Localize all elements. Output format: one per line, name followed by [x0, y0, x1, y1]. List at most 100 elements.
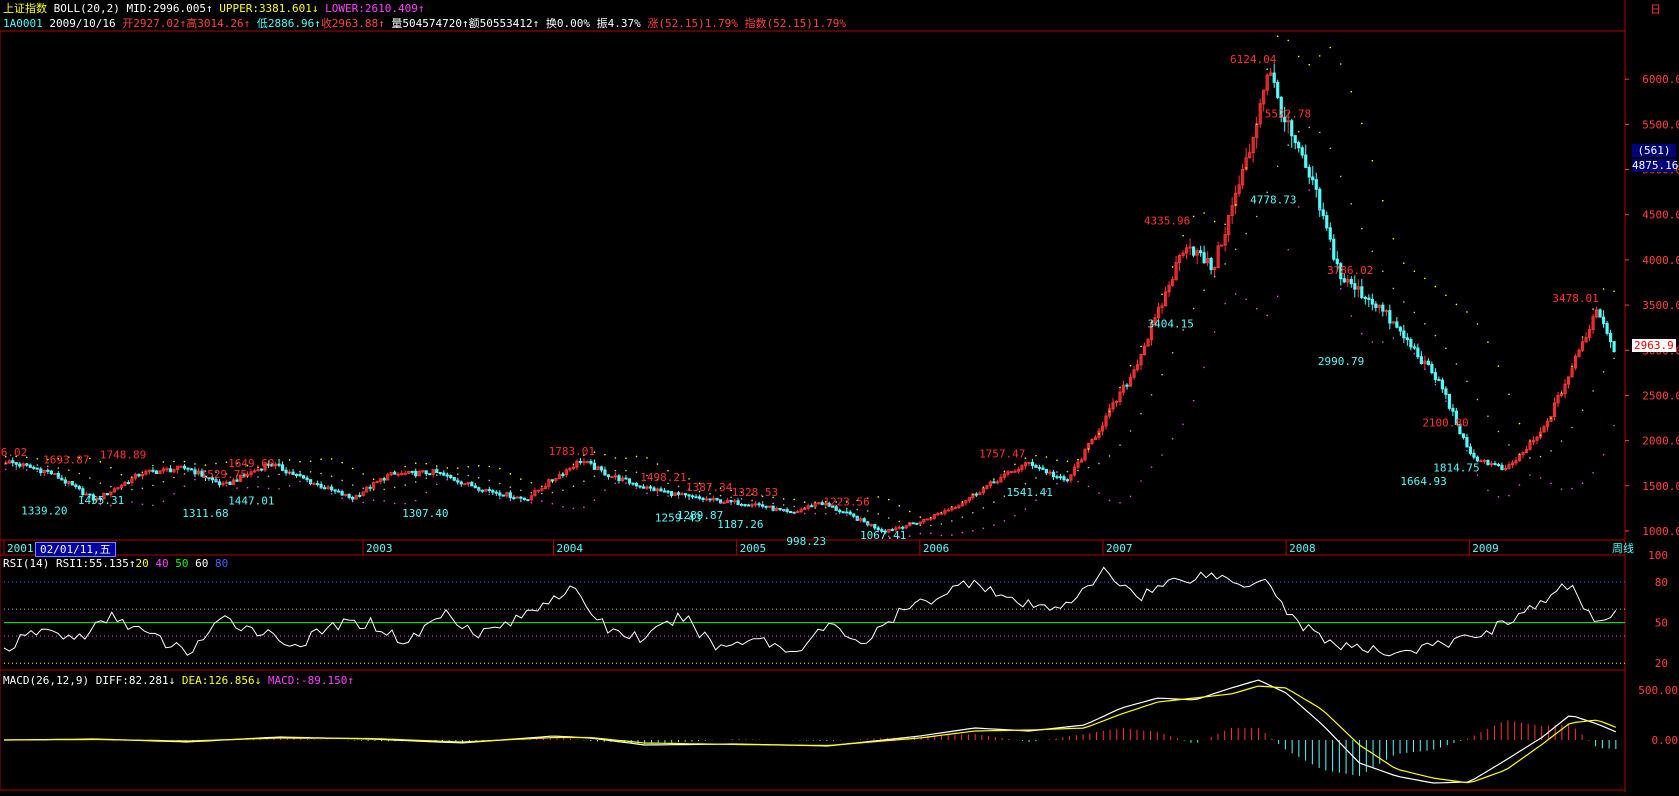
- boll-mid-band: [383, 488, 385, 491]
- boll-upper-band: [435, 465, 438, 467]
- boll-lower-band: [78, 488, 81, 491]
- boll-lower-band: [456, 479, 459, 481]
- candle-body: [60, 477, 64, 481]
- candle-body: [1440, 379, 1444, 390]
- period-corner-icon[interactable]: 日: [1650, 3, 1661, 16]
- candle-body: [974, 493, 978, 496]
- boll-lower-band: [1308, 189, 1311, 192]
- candle-body: [571, 466, 575, 469]
- candle-body: [1181, 252, 1185, 256]
- candle-body: [1521, 451, 1525, 455]
- candle-body: [242, 474, 246, 477]
- boll-upper-band: [562, 473, 564, 475]
- boll-mid-band: [898, 520, 901, 523]
- boll-upper-band: [362, 473, 364, 475]
- boll-upper-band: [856, 499, 859, 502]
- candle-body: [428, 473, 432, 476]
- high-annotation: 1498.21: [640, 471, 686, 484]
- candle-body: [1423, 360, 1427, 364]
- candle-body: [273, 463, 278, 467]
- boll-mid-band: [1297, 130, 1300, 133]
- boll-mid-band: [772, 502, 774, 505]
- boll-mid-band: [877, 513, 880, 515]
- boll-mid-band: [803, 507, 806, 509]
- boll-mid-band: [1108, 455, 1111, 457]
- candle-body: [1608, 332, 1613, 343]
- candle-body: [960, 502, 964, 507]
- boll-upper-band: [972, 493, 974, 496]
- boll-mid-band: [1339, 175, 1342, 178]
- candle-body: [1458, 423, 1462, 435]
- candle-body: [1314, 179, 1318, 190]
- boll-mid-band: [446, 472, 449, 475]
- boll-upper-band: [866, 497, 869, 499]
- boll-upper-band: [961, 500, 964, 503]
- candle-body: [263, 463, 267, 471]
- boll-upper-band: [1518, 422, 1521, 425]
- boll-lower-band: [25, 469, 28, 471]
- candle-body: [1244, 157, 1248, 170]
- candle-body: [988, 481, 992, 487]
- boll-upper-band: [782, 498, 785, 500]
- low-annotation: 4778.73: [1250, 194, 1296, 207]
- candle-body: [1535, 436, 1539, 441]
- candle-body: [351, 496, 355, 500]
- boll-lower-band: [488, 493, 491, 496]
- boll-mid-band: [456, 473, 459, 475]
- boll-upper-band: [78, 456, 81, 459]
- boll-lower-band: [1140, 480, 1142, 482]
- boll-mid-band: [572, 485, 575, 488]
- boll-mid-band: [477, 477, 480, 479]
- candle-body: [1055, 476, 1059, 479]
- candle-body: [768, 505, 772, 508]
- candle-body: [1426, 360, 1430, 365]
- boll-mid-band: [25, 462, 28, 465]
- boll-upper-band: [183, 460, 186, 463]
- candle-body: [238, 474, 243, 482]
- candle-body: [540, 488, 544, 491]
- boll-upper-band: [951, 505, 953, 508]
- candle-body: [599, 466, 604, 471]
- time-tick-label: 2006: [923, 542, 950, 555]
- boll-upper-band: [625, 457, 627, 459]
- boll-mid-band: [677, 485, 680, 488]
- boll-mid-band: [173, 476, 175, 479]
- boll-upper-band: [1224, 223, 1226, 226]
- candle-body: [683, 493, 688, 496]
- candle-body: [326, 486, 330, 490]
- boll-mid-band: [404, 484, 407, 486]
- time-tick-label: 2004: [556, 542, 583, 555]
- boll-lower-band: [320, 487, 322, 489]
- candle-body: [140, 473, 145, 477]
- rsi-value: RSI1:55.135↑: [55, 557, 136, 570]
- low-annotation: 2990.79: [1318, 355, 1364, 368]
- candle-body: [1598, 309, 1602, 318]
- boll-lower-band: [930, 532, 932, 535]
- boll-mid-band: [78, 472, 81, 475]
- candle-body: [1216, 245, 1220, 269]
- boll-lower-band: [604, 489, 606, 492]
- candle-body: [1416, 347, 1420, 358]
- boll-mid-band: [908, 522, 911, 525]
- candle-body: [838, 509, 842, 513]
- candle-body: [1206, 257, 1210, 264]
- time-tick-label: 2009: [1472, 542, 1499, 555]
- candle-body: [589, 460, 593, 464]
- candle-body: [1041, 467, 1045, 470]
- candle-body: [1377, 304, 1381, 308]
- boll-mid-band: [625, 469, 627, 472]
- period-label[interactable]: 周线: [1612, 542, 1634, 555]
- candle-body: [1493, 463, 1497, 466]
- candle-body: [547, 479, 551, 487]
- candle-body: [1601, 316, 1606, 324]
- candle-body: [512, 497, 516, 500]
- boll-upper-band: [89, 457, 91, 460]
- candle-body: [1507, 464, 1511, 469]
- boll-mid-band: [1476, 398, 1479, 401]
- candle-body: [301, 475, 306, 479]
- boll-mid-band: [1140, 412, 1142, 415]
- candle-body: [1262, 89, 1266, 105]
- boll-upper-band: [1150, 321, 1153, 324]
- boll-lower-band: [383, 500, 385, 502]
- candle-body: [1104, 415, 1108, 427]
